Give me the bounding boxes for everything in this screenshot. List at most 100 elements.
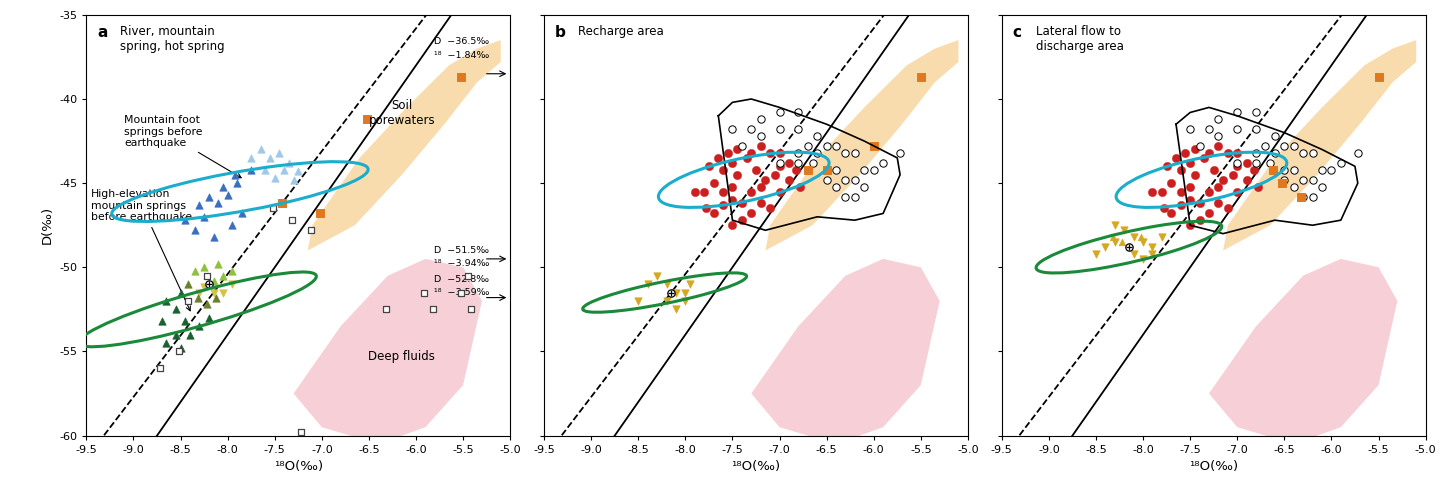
Point	[789, 183, 812, 191]
Text: a: a	[96, 25, 108, 41]
Point	[852, 166, 876, 174]
Point	[268, 149, 291, 157]
Point	[1103, 221, 1126, 229]
Point	[220, 221, 243, 229]
Point	[1302, 176, 1325, 184]
Point	[749, 142, 772, 150]
Point	[1244, 125, 1267, 133]
Polygon shape	[1223, 40, 1416, 250]
Point	[664, 289, 687, 297]
Point	[844, 176, 867, 184]
Point	[740, 209, 763, 217]
Point	[707, 154, 730, 162]
Point	[1174, 149, 1197, 157]
Point	[796, 166, 819, 174]
Point	[694, 204, 717, 212]
Point	[183, 267, 206, 275]
Point	[796, 142, 819, 150]
Point	[412, 289, 435, 297]
Point	[449, 289, 472, 297]
Point	[716, 149, 739, 157]
Point	[1244, 149, 1267, 157]
Point	[253, 166, 276, 174]
Point	[664, 305, 687, 313]
Y-axis label: D(‰): D(‰)	[40, 206, 53, 245]
Point	[655, 297, 678, 305]
Point	[202, 233, 225, 241]
Point	[749, 115, 772, 123]
Point	[711, 188, 734, 196]
Point	[655, 280, 678, 288]
Point	[834, 176, 857, 184]
Text: Recharge area: Recharge area	[577, 25, 664, 39]
Point	[179, 331, 202, 339]
Polygon shape	[766, 40, 959, 250]
Point	[459, 305, 482, 313]
Point	[1302, 149, 1325, 157]
Point	[801, 159, 824, 167]
Point	[815, 176, 838, 184]
Point	[888, 149, 912, 157]
Point	[168, 344, 192, 352]
Point	[1188, 199, 1211, 207]
Point	[697, 162, 720, 170]
Point	[212, 289, 235, 297]
Polygon shape	[294, 259, 482, 444]
Point	[786, 125, 809, 133]
Point	[763, 171, 786, 179]
Point	[1178, 183, 1201, 191]
Point	[1244, 108, 1267, 116]
Point	[1290, 193, 1313, 200]
Point	[1178, 221, 1201, 229]
Point	[259, 154, 282, 162]
Point	[223, 171, 246, 179]
Text: Soil
porewaters: Soil porewaters	[369, 99, 435, 127]
Point	[1192, 154, 1215, 162]
Point	[1102, 233, 1125, 241]
Point	[778, 159, 801, 167]
Point	[1207, 183, 1230, 191]
Point	[1140, 188, 1164, 196]
Point	[1221, 171, 1244, 179]
Text: High-elevation
mountain springs
before earthquake: High-elevation mountain springs before e…	[91, 189, 192, 311]
Point	[755, 176, 778, 184]
Point	[730, 142, 753, 150]
Point	[1159, 209, 1182, 217]
Point	[1202, 166, 1225, 174]
Point	[1225, 159, 1248, 167]
Point	[1122, 233, 1145, 241]
Point	[197, 280, 220, 288]
Point	[1329, 159, 1352, 167]
Point	[721, 221, 744, 229]
Point	[193, 213, 216, 221]
Point	[226, 179, 249, 187]
Point	[1254, 142, 1277, 150]
Point	[1225, 108, 1248, 116]
Point	[1103, 238, 1126, 246]
Point	[1225, 125, 1248, 133]
Point	[1178, 125, 1201, 133]
Point	[187, 201, 210, 209]
Point	[186, 294, 209, 301]
Point	[1225, 162, 1248, 170]
Point	[1367, 73, 1390, 81]
Point	[1292, 149, 1315, 157]
Point	[187, 289, 210, 297]
Point	[212, 183, 235, 191]
Point	[1292, 193, 1315, 200]
Point	[187, 322, 210, 330]
Point	[1113, 226, 1136, 234]
Point	[177, 280, 200, 288]
Point	[356, 115, 379, 123]
Point	[167, 347, 190, 355]
Point	[1152, 204, 1175, 212]
Point	[281, 216, 304, 224]
Point	[1159, 179, 1182, 187]
Point	[1169, 188, 1192, 196]
Point	[749, 132, 772, 140]
Point	[786, 149, 809, 157]
Point	[1184, 171, 1207, 179]
Point	[1236, 159, 1259, 167]
Text: ¹⁸  −3.94‰: ¹⁸ −3.94‰	[433, 259, 490, 268]
Point	[278, 159, 301, 167]
